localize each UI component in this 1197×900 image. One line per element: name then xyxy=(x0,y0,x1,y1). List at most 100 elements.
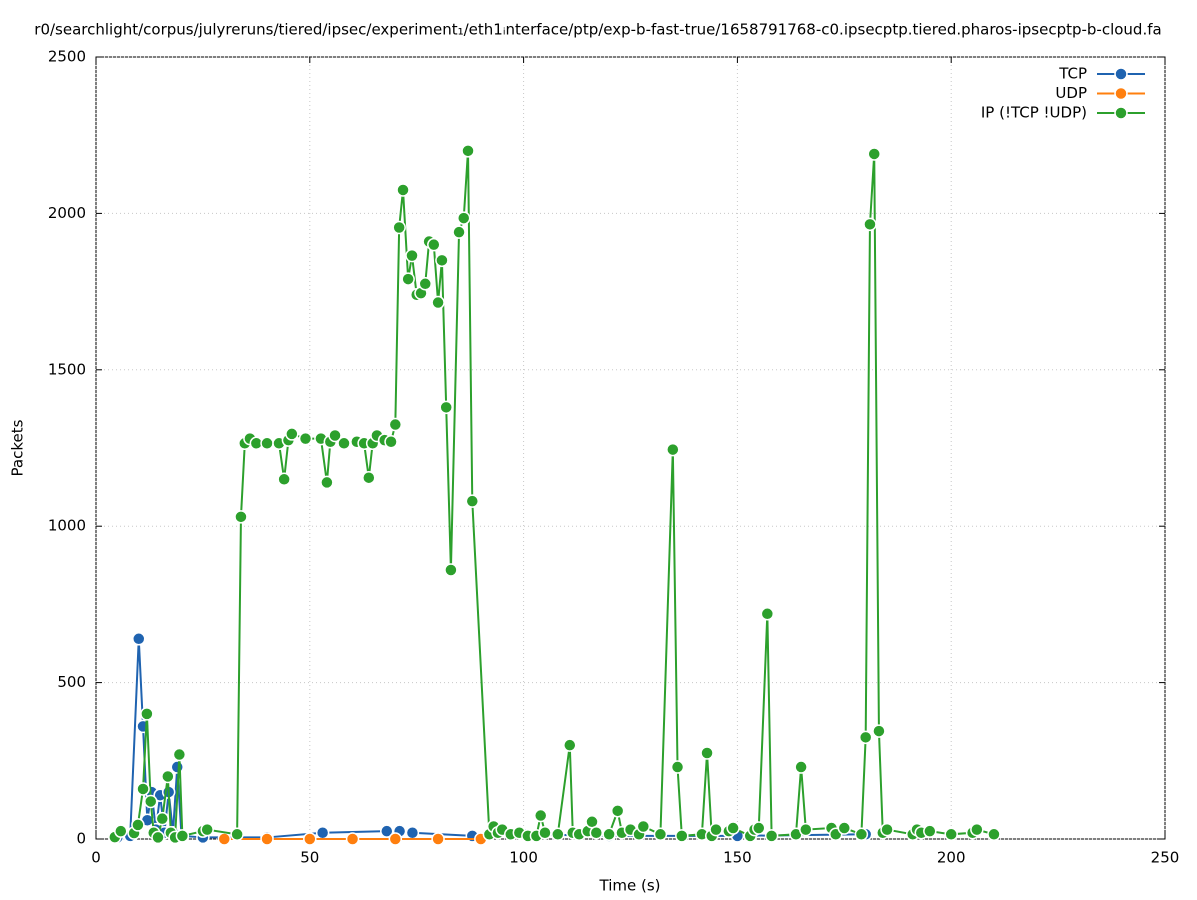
legend-swatch xyxy=(1114,86,1128,101)
data-point xyxy=(405,248,419,263)
data-point xyxy=(837,821,852,835)
data-point xyxy=(456,211,471,225)
data-point xyxy=(132,632,146,646)
legend-label: UDP xyxy=(1055,84,1087,102)
data-point xyxy=(131,818,145,832)
x-tick-label: 250 xyxy=(1151,849,1180,867)
data-point xyxy=(230,827,244,842)
data-point xyxy=(461,144,475,158)
x-tick-label: 0 xyxy=(91,849,101,867)
data-point xyxy=(384,434,398,449)
data-point xyxy=(465,494,480,508)
data-point xyxy=(431,295,445,310)
data-point xyxy=(140,707,154,721)
data-point xyxy=(285,427,299,441)
data-point xyxy=(172,747,187,762)
data-point xyxy=(388,832,403,846)
data-point xyxy=(303,832,317,846)
x-axis-label: Time (s) xyxy=(599,877,661,895)
data-point xyxy=(752,821,766,835)
data-point xyxy=(260,832,274,846)
data-point xyxy=(589,825,604,840)
data-point xyxy=(328,428,342,443)
data-point xyxy=(396,183,410,197)
legend-label: TCP xyxy=(1058,65,1087,83)
data-point xyxy=(670,760,685,774)
data-point xyxy=(653,827,668,842)
legend-label: IP (!TCP !UDP) xyxy=(981,104,1087,122)
data-point xyxy=(987,827,1001,842)
y-axis-label: Packets xyxy=(9,419,27,476)
y-tick-label: 2500 xyxy=(48,48,86,66)
plot-frame xyxy=(95,56,1166,840)
data-point xyxy=(155,811,170,826)
data-point xyxy=(794,760,808,774)
data-point xyxy=(315,825,330,840)
data-point xyxy=(234,510,248,524)
x-tick-label: 100 xyxy=(509,849,538,867)
data-point xyxy=(700,746,714,760)
data-point xyxy=(563,738,577,752)
data-point xyxy=(854,827,869,842)
data-point xyxy=(362,470,376,485)
data-point xyxy=(533,808,548,823)
data-point xyxy=(345,832,360,846)
data-point xyxy=(151,830,165,845)
y-tick-label: 500 xyxy=(57,673,86,691)
data-point xyxy=(175,829,190,843)
y-tick-label: 2000 xyxy=(48,204,86,222)
data-point xyxy=(452,225,466,239)
data-point xyxy=(760,607,775,621)
data-point xyxy=(170,760,184,774)
y-tick-label: 1500 xyxy=(48,360,86,378)
data-point xyxy=(610,804,625,818)
data-point xyxy=(114,824,128,838)
data-point xyxy=(392,220,406,235)
data-point xyxy=(867,147,881,161)
data-point xyxy=(666,442,680,457)
data-point xyxy=(435,253,449,268)
data-point xyxy=(764,829,779,843)
data-point xyxy=(538,825,552,840)
data-point xyxy=(872,724,886,738)
data-point xyxy=(923,824,937,838)
data-point xyxy=(431,832,445,846)
y-tick-label: 0 xyxy=(76,830,86,848)
data-point xyxy=(337,436,351,451)
x-tick-label: 200 xyxy=(937,849,966,867)
data-point xyxy=(799,822,813,837)
data-point xyxy=(260,436,274,451)
data-point xyxy=(136,782,150,796)
data-point xyxy=(863,217,877,232)
data-point xyxy=(726,821,740,835)
data-point xyxy=(944,827,958,842)
data-point xyxy=(388,417,403,432)
data-point xyxy=(161,769,175,784)
data-point xyxy=(602,827,616,842)
x-tick-label: 150 xyxy=(723,849,752,867)
legend-swatch xyxy=(1114,67,1128,81)
data-point xyxy=(380,824,394,838)
data-point xyxy=(880,822,894,837)
data-point xyxy=(858,730,873,745)
data-point xyxy=(143,794,158,809)
legend-swatch xyxy=(1114,106,1128,120)
series-line xyxy=(117,638,866,839)
data-point xyxy=(444,563,458,577)
data-point xyxy=(401,272,415,286)
data-point xyxy=(970,822,984,837)
data-point xyxy=(439,400,453,415)
chart-title: r0/searchlight/corpus/julyreruns/tiered/… xyxy=(34,21,1161,39)
x-tick-label: 50 xyxy=(300,849,319,867)
data-point xyxy=(675,829,689,843)
data-point xyxy=(427,237,441,252)
data-point xyxy=(200,822,214,837)
data-point xyxy=(418,277,433,291)
data-point xyxy=(298,431,313,446)
data-point xyxy=(709,822,723,837)
data-point xyxy=(551,827,565,842)
data-point xyxy=(277,472,291,487)
data-point xyxy=(405,825,420,840)
